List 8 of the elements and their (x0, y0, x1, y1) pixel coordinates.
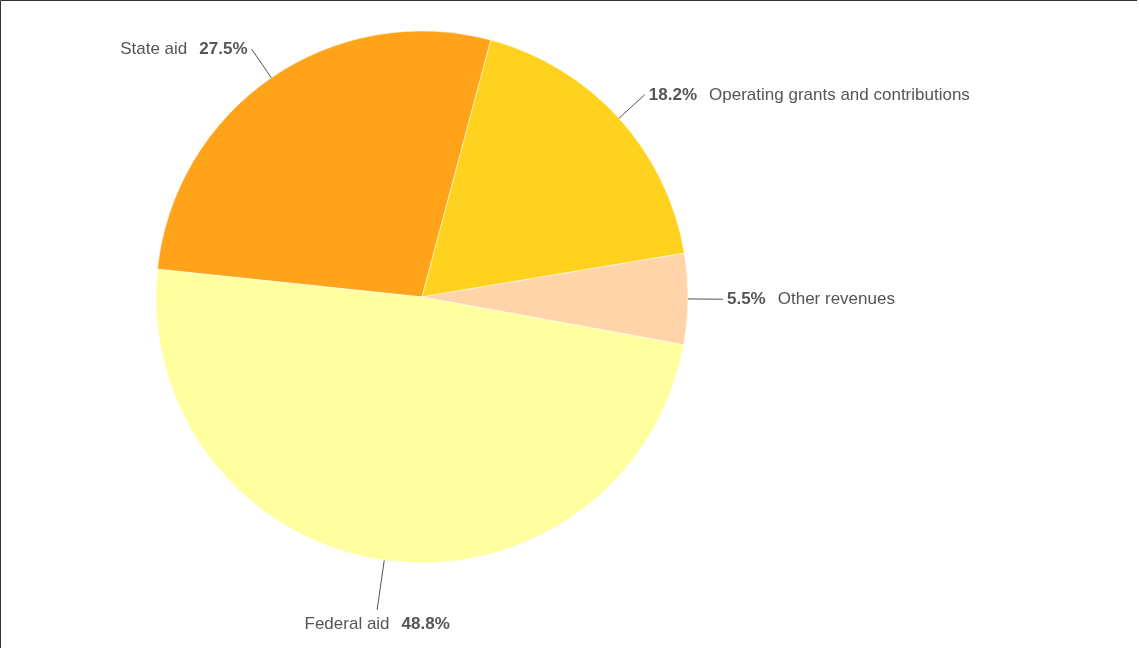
slice-label: Operating grants and contributions (709, 84, 970, 104)
data-label: 18.2% (648, 84, 698, 104)
slice-label: Federal aid (304, 613, 390, 633)
slice-label: Other revenues (777, 289, 895, 309)
slice-label: State aid (120, 38, 188, 58)
data-label: 27.5% (199, 38, 248, 58)
data-label: 5.5% (726, 289, 766, 309)
data-label: 48.8% (401, 613, 450, 633)
